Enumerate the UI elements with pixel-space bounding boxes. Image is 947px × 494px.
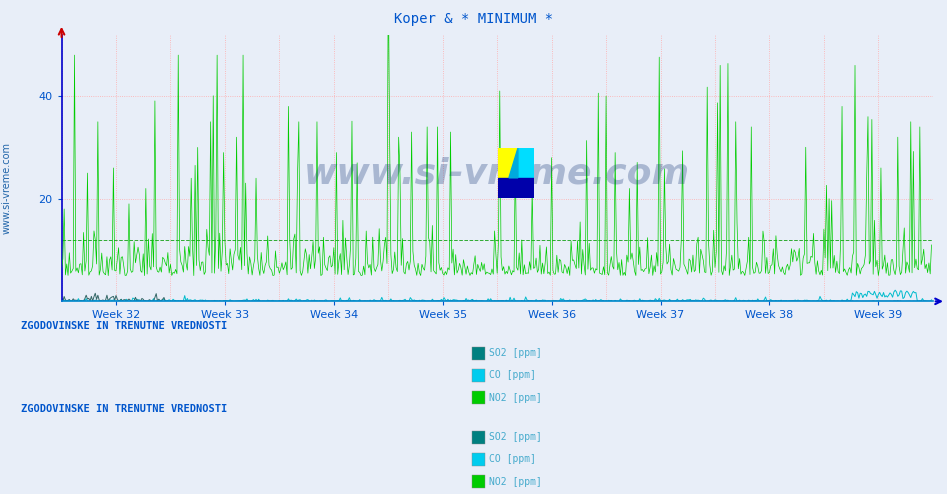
Polygon shape xyxy=(509,148,518,178)
Text: SO2 [ppm]: SO2 [ppm] xyxy=(489,432,542,442)
Text: CO [ppm]: CO [ppm] xyxy=(489,454,536,464)
Text: www.si-vreme.com: www.si-vreme.com xyxy=(2,142,11,234)
Text: NO2 [ppm]: NO2 [ppm] xyxy=(489,393,542,403)
Text: ZGODOVINSKE IN TRENUTNE VREDNOSTI: ZGODOVINSKE IN TRENUTNE VREDNOSTI xyxy=(21,321,227,330)
Text: ZGODOVINSKE IN TRENUTNE VREDNOSTI: ZGODOVINSKE IN TRENUTNE VREDNOSTI xyxy=(21,405,227,414)
Polygon shape xyxy=(498,148,518,178)
Text: NO2 [ppm]: NO2 [ppm] xyxy=(489,477,542,487)
Polygon shape xyxy=(498,178,534,198)
Text: SO2 [ppm]: SO2 [ppm] xyxy=(489,348,542,358)
Text: Koper & * MINIMUM *: Koper & * MINIMUM * xyxy=(394,12,553,26)
Polygon shape xyxy=(518,148,534,178)
Text: CO [ppm]: CO [ppm] xyxy=(489,370,536,380)
Text: www.si-vreme.com: www.si-vreme.com xyxy=(304,156,690,190)
